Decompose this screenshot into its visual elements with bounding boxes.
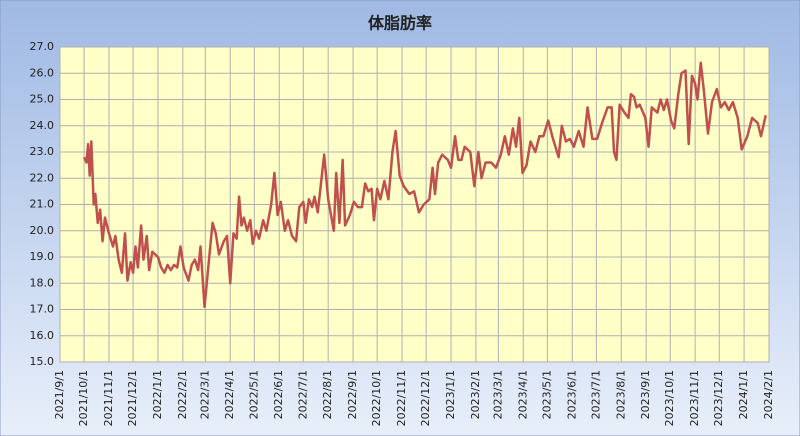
x-tick-label: 2022/12/1 bbox=[419, 370, 432, 426]
x-tick-label: 2022/7/1 bbox=[296, 370, 309, 419]
x-tick-label: 2022/11/1 bbox=[395, 370, 408, 426]
x-tick-label: 2022/3/1 bbox=[198, 370, 211, 419]
x-tick-label: 2023/8/1 bbox=[614, 370, 627, 419]
x-tick-label: 2023/5/1 bbox=[540, 370, 553, 419]
y-tick-label: 18.0 bbox=[30, 276, 55, 289]
x-tick-label: 2023/2/1 bbox=[469, 370, 482, 419]
y-tick-label: 22.0 bbox=[30, 171, 55, 184]
y-tick-label: 23.0 bbox=[30, 145, 55, 158]
data-line bbox=[82, 61, 768, 309]
x-tick-label: 2023/7/1 bbox=[589, 370, 602, 419]
x-tick-label: 2024/2/1 bbox=[762, 370, 775, 419]
y-tick-label: 16.0 bbox=[30, 329, 55, 342]
y-tick-label: 17.0 bbox=[30, 303, 55, 316]
y-tick-label: 15.0 bbox=[30, 355, 55, 368]
x-tick-label: 2022/9/1 bbox=[346, 370, 359, 419]
x-tick-label: 2023/4/1 bbox=[516, 370, 529, 419]
x-tick-label: 2023/9/1 bbox=[639, 370, 652, 419]
x-tick-label: 2021/12/1 bbox=[126, 370, 139, 426]
x-tick-label: 2023/6/1 bbox=[565, 370, 578, 419]
y-tick-label: 26.0 bbox=[30, 66, 55, 79]
x-tick-label: 2023/12/1 bbox=[712, 370, 725, 426]
y-tick-label: 21.0 bbox=[30, 198, 55, 211]
x-tick-label: 2022/2/1 bbox=[176, 370, 189, 419]
x-tick-label: 2021/11/1 bbox=[102, 370, 115, 426]
y-tick-label: 27.0 bbox=[30, 40, 55, 53]
chart-title: 体脂肪率 bbox=[368, 14, 432, 33]
y-tick-label: 19.0 bbox=[30, 250, 55, 263]
x-tick-label: 2022/10/1 bbox=[370, 370, 383, 426]
x-tick-label: 2023/10/1 bbox=[663, 370, 676, 426]
x-tick-label: 2023/11/1 bbox=[688, 370, 701, 426]
x-tick-label: 2022/6/1 bbox=[272, 370, 285, 419]
x-tick-label: 2022/5/1 bbox=[247, 370, 260, 419]
x-tick-label: 2023/1/1 bbox=[444, 370, 457, 419]
x-tick-label: 2021/9/1 bbox=[53, 370, 66, 419]
x-tick-label: 2021/10/1 bbox=[77, 370, 90, 426]
x-tick-label: 2023/3/1 bbox=[491, 370, 504, 419]
y-tick-label: 24.0 bbox=[30, 119, 55, 132]
x-tick-label: 2022/1/1 bbox=[151, 370, 164, 419]
x-tick-label: 2022/8/1 bbox=[321, 370, 334, 419]
y-tick-label: 20.0 bbox=[30, 224, 55, 237]
x-tick-label: 2024/1/1 bbox=[737, 370, 750, 419]
y-tick-label: 25.0 bbox=[30, 93, 55, 106]
x-tick-label: 2022/4/1 bbox=[223, 370, 236, 419]
